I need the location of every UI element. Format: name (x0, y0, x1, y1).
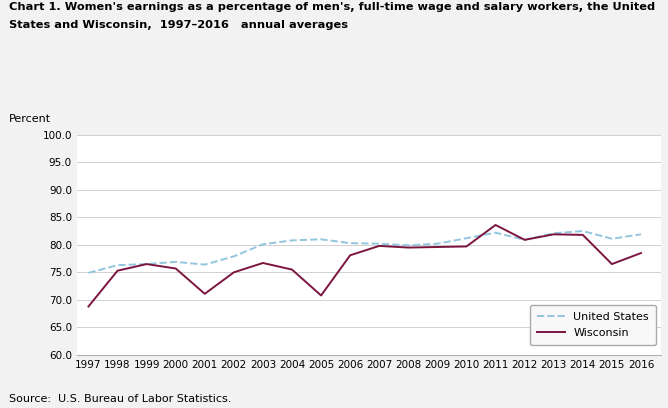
United States (434, 241, 442, 246)
Text: Source:  U.S. Bureau of Labor Statistics.: Source: U.S. Bureau of Labor Statistics. (9, 394, 231, 404)
Line: United States: United States (88, 231, 641, 273)
United States (114, 263, 122, 268)
United States (637, 232, 645, 237)
United States (346, 241, 354, 246)
Wisconsin (114, 268, 122, 273)
Text: States and Wisconsin,  1997–2016   annual averages: States and Wisconsin, 1997–2016 annual a… (9, 20, 347, 30)
Legend: United States, Wisconsin: United States, Wisconsin (530, 304, 656, 345)
Wisconsin (375, 244, 383, 248)
United States (201, 262, 209, 267)
United States (520, 237, 528, 242)
Wisconsin (172, 266, 180, 271)
United States (230, 254, 238, 259)
United States (317, 237, 325, 242)
Wisconsin (520, 237, 528, 242)
United States (259, 242, 267, 247)
Wisconsin (434, 244, 442, 249)
Wisconsin (462, 244, 470, 249)
United States (288, 238, 296, 243)
United States (608, 236, 616, 241)
Line: Wisconsin: Wisconsin (88, 225, 641, 306)
Wisconsin (578, 233, 587, 237)
Wisconsin (230, 270, 238, 275)
Wisconsin (550, 232, 558, 237)
Wisconsin (288, 267, 296, 272)
United States (404, 243, 412, 248)
United States (550, 231, 558, 236)
United States (142, 262, 150, 266)
United States (84, 271, 92, 275)
Wisconsin (84, 304, 92, 309)
United States (578, 228, 587, 233)
United States (375, 241, 383, 246)
United States (492, 230, 500, 235)
Wisconsin (608, 262, 616, 266)
United States (172, 259, 180, 264)
Wisconsin (346, 253, 354, 258)
Wisconsin (201, 291, 209, 296)
Text: Chart 1. Women's earnings as a percentage of men's, full-time wage and salary wo: Chart 1. Women's earnings as a percentag… (9, 2, 655, 12)
Wisconsin (404, 245, 412, 250)
Wisconsin (317, 293, 325, 298)
Wisconsin (259, 261, 267, 266)
Wisconsin (492, 222, 500, 227)
Text: Percent: Percent (9, 114, 51, 124)
Wisconsin (637, 251, 645, 255)
United States (462, 236, 470, 241)
Wisconsin (142, 262, 150, 266)
